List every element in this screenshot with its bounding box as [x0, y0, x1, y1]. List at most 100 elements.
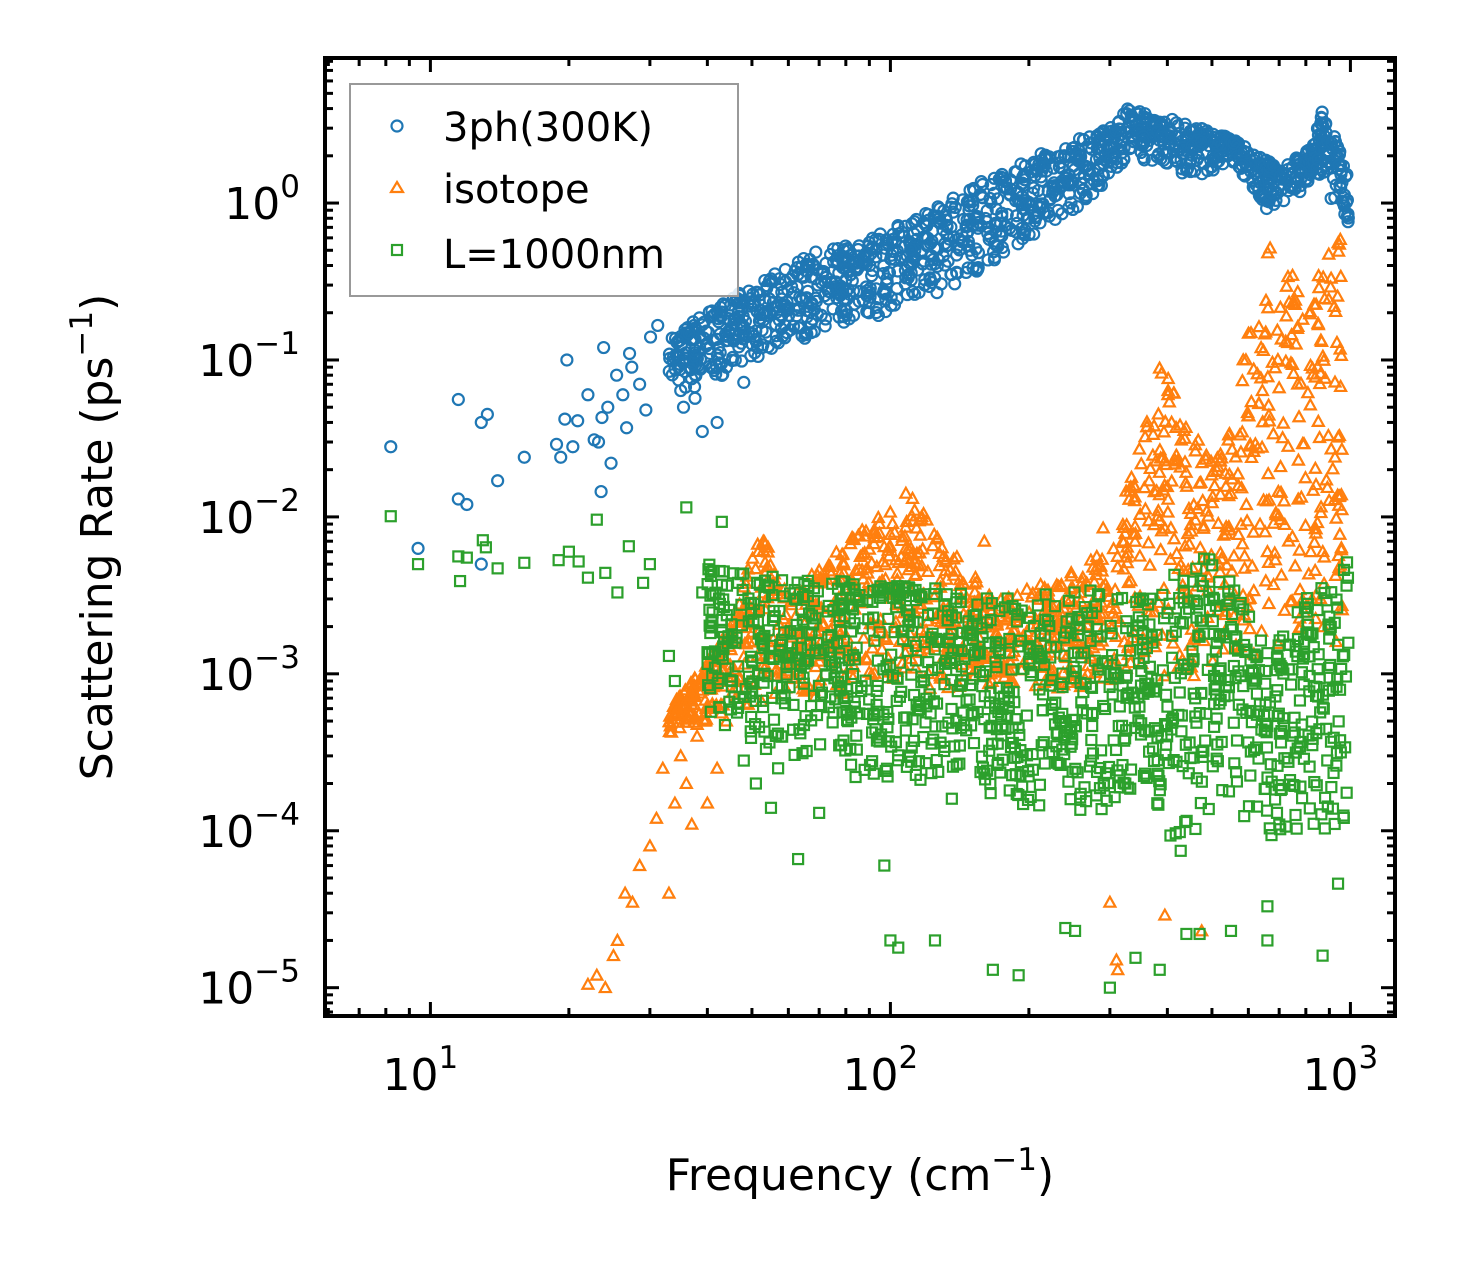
data-point [803, 626, 816, 640]
data-point [451, 392, 465, 407]
data-point [1178, 464, 1194, 478]
ticks-layer [325, 58, 1395, 1016]
data-point [1172, 708, 1185, 722]
data-point [1332, 488, 1348, 502]
data-point [1173, 686, 1186, 699]
data-point [798, 577, 811, 591]
data-point [676, 696, 692, 710]
data-point [1210, 712, 1223, 725]
data-point [1327, 449, 1343, 463]
data-point [848, 562, 864, 576]
data-point [750, 286, 764, 300]
data-point [1251, 395, 1267, 409]
data-point [1098, 702, 1112, 716]
data-point [1155, 729, 1168, 742]
data-point [1144, 592, 1157, 605]
data-point [874, 641, 890, 655]
data-point [1025, 665, 1038, 679]
data-point [911, 644, 927, 659]
data-point [1026, 747, 1039, 761]
data-point [572, 555, 585, 568]
data-point [788, 748, 801, 762]
data-point [711, 352, 725, 366]
data-point [1177, 430, 1193, 444]
data-point [1151, 406, 1166, 420]
data-point [1234, 424, 1250, 438]
data-point [932, 765, 945, 778]
data-point [1255, 342, 1271, 357]
data-point [835, 661, 848, 674]
data-point [856, 630, 872, 644]
data-point [821, 605, 834, 618]
data-point [925, 631, 938, 644]
data-point [794, 727, 807, 740]
data-point [1244, 558, 1260, 572]
data-point [1113, 700, 1126, 713]
data-point [1064, 740, 1077, 753]
data-point [1259, 677, 1272, 690]
data-point [1325, 780, 1338, 794]
data-point [1307, 817, 1320, 830]
data-point [931, 200, 945, 214]
data-point [969, 609, 983, 622]
data-point [1275, 725, 1288, 738]
data-point [1091, 135, 1105, 149]
data-point [1094, 744, 1108, 757]
data-point [889, 736, 902, 749]
data-point [1246, 361, 1262, 375]
data-point [969, 212, 983, 226]
data-point [831, 636, 844, 650]
data-point [1311, 603, 1324, 617]
data-point [1237, 548, 1252, 562]
data-point [909, 654, 923, 667]
data-point [1244, 393, 1259, 408]
data-point [1313, 499, 1329, 513]
data-point [1240, 404, 1255, 419]
data-point [1174, 844, 1187, 857]
data-point [1155, 450, 1171, 464]
data-point [880, 542, 896, 556]
data-point [746, 687, 759, 700]
data-point [732, 296, 747, 310]
data-point [1180, 927, 1193, 941]
data-point [1333, 683, 1347, 696]
data-point [989, 614, 1005, 628]
data-point [931, 242, 945, 256]
data-point [1240, 408, 1256, 422]
data-point [606, 947, 621, 962]
data-point [1337, 809, 1350, 822]
data-point [752, 604, 766, 617]
data-point [840, 583, 853, 596]
data-point [1250, 800, 1264, 813]
data-point [1332, 341, 1348, 355]
data-point [1142, 557, 1158, 571]
data-point [1127, 489, 1143, 503]
data-point [696, 586, 709, 599]
data-point [1317, 370, 1333, 384]
data-point [1153, 963, 1166, 976]
data-point [453, 574, 467, 588]
data-point [1012, 969, 1025, 982]
data-point [866, 755, 879, 768]
data-point [674, 383, 688, 398]
data-point [885, 515, 900, 530]
data-point [982, 636, 995, 650]
data-point [1276, 493, 1292, 507]
data-point [713, 345, 727, 360]
data-point [1009, 587, 1025, 601]
data-point [1333, 378, 1348, 393]
data-point [1186, 497, 1202, 511]
data-point [766, 588, 779, 602]
data-point [1246, 180, 1260, 194]
data-point [1270, 351, 1286, 366]
data-point [1286, 729, 1299, 742]
data-point [953, 242, 968, 256]
data-point [755, 651, 768, 665]
data-point [1242, 620, 1258, 635]
data-point [651, 318, 665, 333]
data-point [1263, 696, 1277, 709]
data-point [1326, 683, 1339, 696]
data-point [1260, 245, 1276, 259]
y-axis-title: Scattering Rate (ps−1) [64, 294, 123, 781]
data-point [1157, 907, 1173, 921]
